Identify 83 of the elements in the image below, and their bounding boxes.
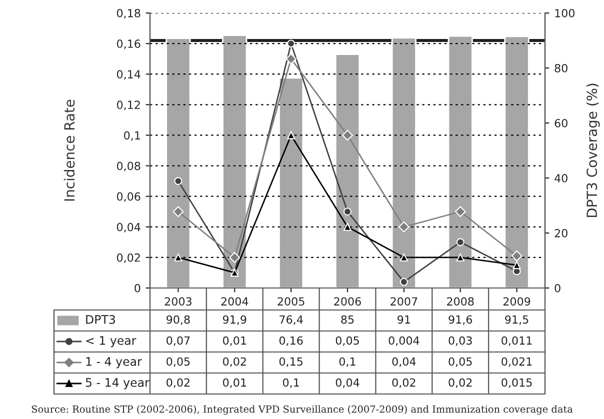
- bar: [504, 36, 530, 288]
- data-label: 0,1: [282, 378, 299, 388]
- point: [174, 253, 182, 262]
- data-label: 0,021: [502, 357, 532, 367]
- bar: [166, 38, 191, 288]
- data-label: 0,1: [339, 357, 356, 367]
- x-tick-label: 2008: [447, 297, 474, 306]
- y-tick-label: 0,14: [116, 70, 140, 80]
- data-label: 0,02: [166, 378, 190, 388]
- y2-axis-title: DPT3 Coverage (%): [586, 84, 600, 218]
- bar: [278, 77, 304, 288]
- y-tick-label: 0,02: [116, 253, 140, 263]
- data-label: 0,05: [336, 336, 359, 346]
- point: [287, 131, 296, 140]
- data-label: 91,6: [448, 315, 472, 325]
- legend-label: 5 - 14 year: [86, 378, 150, 390]
- legend-label: 1 - 4 year: [86, 357, 142, 368]
- x-tick-label: 2009: [503, 297, 530, 306]
- bar: [391, 37, 416, 288]
- data-label: 0,03: [448, 336, 472, 346]
- y-axis-title: Incidence Rate: [64, 100, 75, 201]
- data-label: 0,04: [392, 357, 416, 367]
- point: [456, 238, 464, 246]
- data-label: 0,01: [223, 336, 246, 346]
- y2-tick-label: 80: [554, 64, 568, 72]
- point: [454, 206, 466, 218]
- legend-label: DPT3: [86, 314, 115, 324]
- data-label: 0,011: [502, 336, 532, 346]
- x-tick-label: 2004: [221, 297, 248, 306]
- point: [174, 177, 182, 186]
- point: [398, 221, 410, 232]
- y-tick-label: 0,16: [116, 40, 140, 50]
- data-label: 91,5: [505, 315, 528, 325]
- y-tick-label: 0,08: [116, 162, 140, 172]
- y2-tick-label: 20: [554, 228, 568, 238]
- legend-label: < 1 year: [86, 336, 136, 348]
- data-label: 0,07: [166, 336, 190, 346]
- x-tick-label: 2005: [278, 297, 304, 306]
- bar: [222, 34, 248, 288]
- data-label: 0,02: [448, 378, 472, 388]
- x-tick-label: 2006: [334, 297, 361, 306]
- x-tick-label: 2007: [390, 297, 418, 306]
- y-tick-label: 0,04: [116, 222, 140, 232]
- y-tick-label: 0,06: [116, 192, 140, 202]
- bar: [334, 54, 360, 288]
- y-tick-label: 0,12: [116, 100, 140, 110]
- data-label: 0,15: [279, 357, 302, 367]
- point: [400, 278, 408, 286]
- point: [456, 253, 464, 262]
- data-label: 91,9: [222, 315, 246, 325]
- data-label: 0,05: [448, 357, 472, 367]
- data-label: 0,02: [223, 357, 246, 367]
- point: [344, 222, 352, 231]
- y-tick-label: 0: [134, 284, 140, 292]
- data-label: 0,05: [166, 357, 190, 367]
- data-label: 76,4: [280, 315, 303, 325]
- source-note: Source: Routine STP (2002-2006), Integrated VPD Surveillance (2007-2009) and Immunization coverage data: [32, 405, 573, 415]
- data-label: 91: [398, 315, 410, 324]
- point: [512, 261, 521, 270]
- point: [344, 208, 352, 216]
- data-label: 0,015: [502, 378, 532, 388]
- data-label: 0,04: [336, 378, 360, 388]
- data-label: 0,16: [279, 336, 303, 346]
- point: [172, 206, 184, 218]
- point: [229, 252, 240, 263]
- data-label: 0,02: [392, 378, 416, 388]
- y2-tick-label: 100: [555, 8, 574, 18]
- data-label: 0,004: [388, 336, 420, 346]
- y-tick-label: 0,18: [116, 8, 140, 19]
- y2-tick-label: 0: [554, 284, 560, 292]
- data-label: 0,01: [223, 378, 246, 388]
- data-label: 90,8: [166, 315, 190, 325]
- point: [511, 250, 522, 262]
- y-tick-label: 0,1: [124, 131, 140, 141]
- point: [342, 130, 353, 141]
- y2-tick-label: 40: [554, 174, 568, 182]
- data-label: 85: [341, 315, 354, 324]
- point: [400, 253, 408, 262]
- y2-tick-label: 60: [554, 118, 568, 128]
- bar: [448, 35, 473, 288]
- point: [286, 53, 296, 64]
- point: [287, 40, 296, 48]
- x-tick-label: 2003: [164, 297, 192, 306]
